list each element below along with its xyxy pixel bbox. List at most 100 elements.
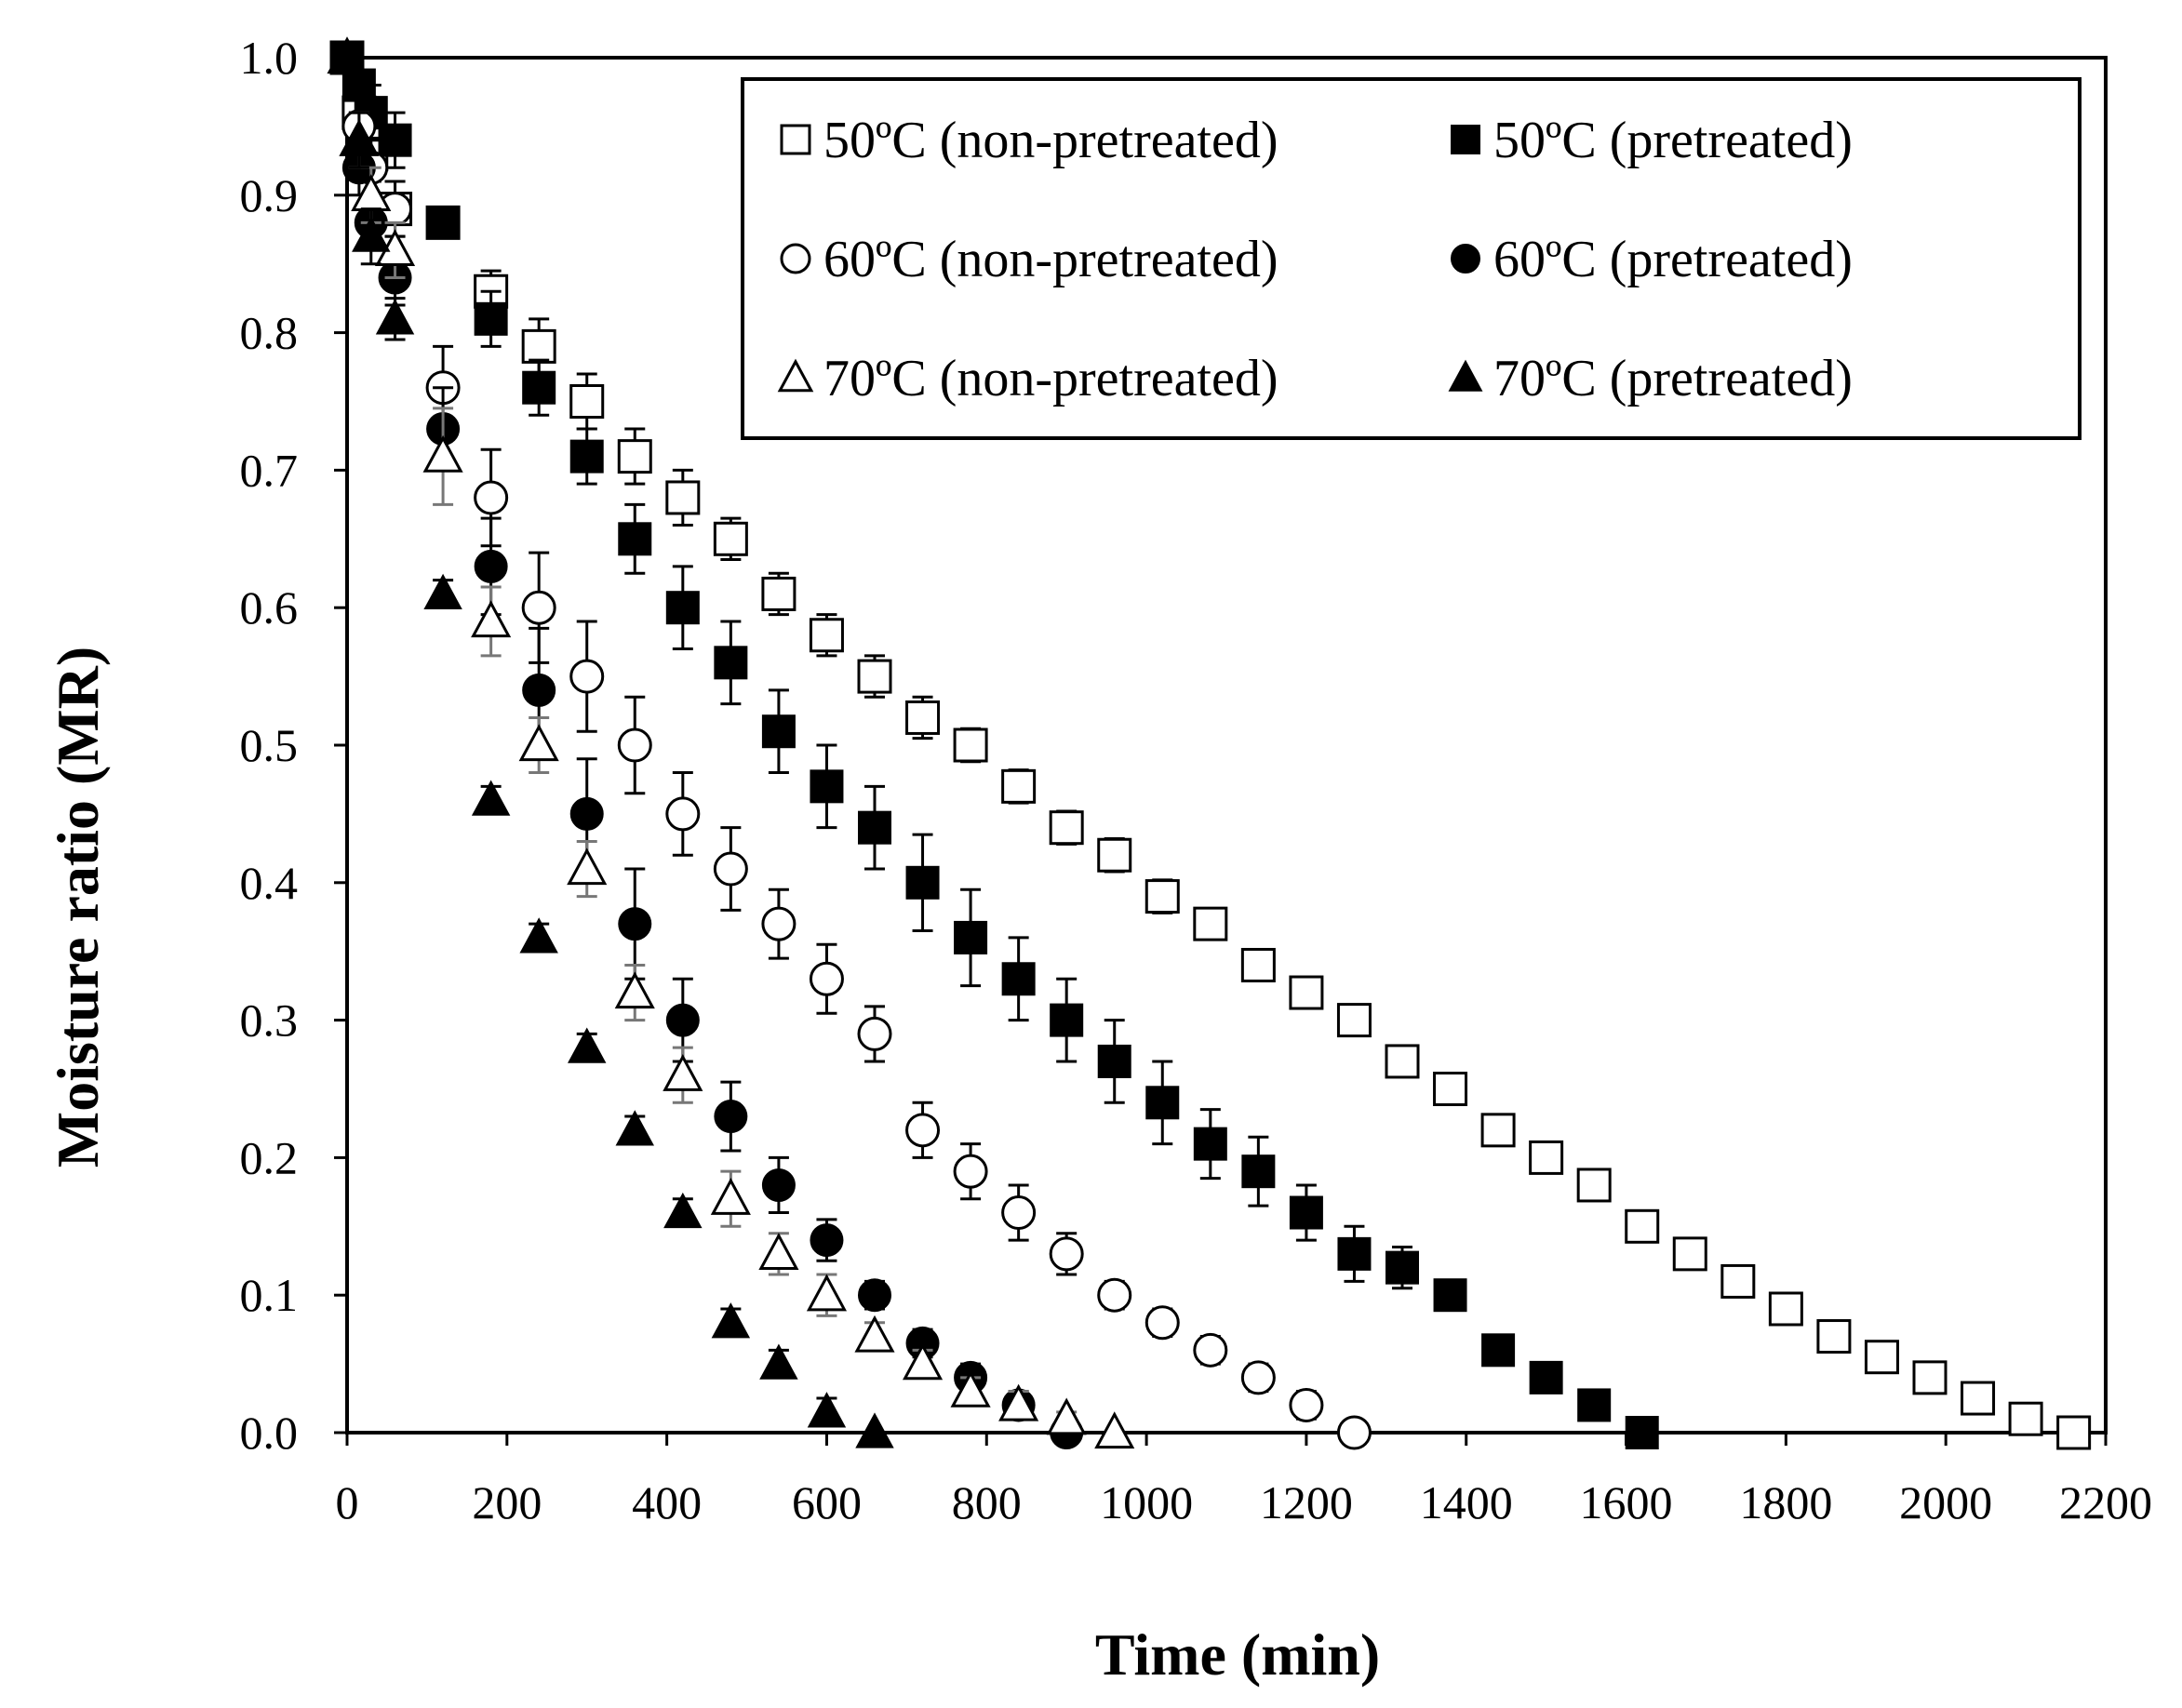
data-point: [759, 1343, 798, 1380]
data-point: [857, 1016, 892, 1051]
legend-marker: [1451, 125, 1480, 154]
data-point: [617, 727, 652, 763]
data-point: [1625, 1416, 1659, 1449]
legend-items: 50ºC (non-pretreated) 50ºC (pretreated) 60…: [777, 112, 1853, 407]
legend-item: 70ºC (non-pretreated): [777, 350, 1278, 407]
legend-marker: [780, 243, 811, 274]
y-tick-label: 0.9: [240, 169, 299, 221]
y-tick-label: 0.5: [240, 719, 299, 771]
data-point: [569, 439, 604, 474]
x-tick-label: 1400: [1420, 1476, 1513, 1528]
y-tick-label: 0.0: [240, 1407, 299, 1459]
data-point: [422, 434, 463, 473]
data-point: [1912, 1360, 1948, 1395]
data-point: [617, 439, 652, 474]
data-point: [1097, 1044, 1131, 1078]
data-point: [1336, 1003, 1372, 1038]
data-point: [423, 573, 462, 610]
data-point: [761, 714, 796, 749]
data-point: [522, 673, 556, 707]
data-point: [568, 1027, 607, 1063]
data-point: [665, 480, 701, 515]
data-point: [1289, 1387, 1324, 1422]
data-point: [569, 659, 605, 694]
y-tick-label: 0.2: [240, 1131, 299, 1183]
legend-item: 50ºC (non-pretreated): [780, 112, 1278, 169]
legend-item: 60ºC (non-pretreated): [780, 231, 1278, 288]
data-point: [471, 780, 511, 816]
data-point: [810, 1223, 844, 1258]
data-point: [953, 1154, 988, 1189]
data-point: [1337, 1236, 1372, 1271]
series-0: [329, 40, 2092, 1450]
data-point: [1577, 1388, 1612, 1422]
data-point: [518, 724, 559, 762]
y-axis: 0.0 0.1 0.2 0.3 0.4 0.5 0.6 0.7 0.8 0.9 1.0: [240, 32, 347, 1459]
data-point: [1001, 768, 1037, 804]
data-point: [1145, 1305, 1180, 1341]
data-point: [810, 769, 844, 804]
data-point: [426, 206, 461, 240]
y-axis-title: Moisture ratio (MR): [45, 647, 111, 1168]
data-point: [474, 549, 508, 583]
data-point: [905, 700, 941, 735]
data-point: [902, 1342, 944, 1381]
data-point: [1193, 1332, 1228, 1368]
data-point: [857, 659, 892, 694]
data-point: [471, 600, 512, 638]
x-tick-label: 0: [336, 1476, 359, 1528]
data-point: [758, 1233, 799, 1270]
legend-marker: [1448, 359, 1483, 392]
data-point: [858, 1278, 891, 1313]
legend-box: [741, 77, 2082, 440]
x-tick-label: 1600: [1580, 1476, 1673, 1528]
data-point: [618, 522, 652, 556]
data-point: [1193, 906, 1228, 941]
data-point: [1481, 1333, 1516, 1368]
data-point: [1145, 1086, 1180, 1120]
data-point: [522, 370, 556, 405]
data-point: [1241, 1154, 1276, 1189]
data-point: [474, 480, 509, 515]
data-point: [1049, 1236, 1084, 1272]
legend-label: 50ºC (non-pretreated): [823, 112, 1278, 169]
data-point: [905, 865, 940, 900]
legend-label: 60ºC (non-pretreated): [823, 231, 1278, 288]
data-point: [1529, 1140, 1564, 1175]
x-tick-label: 1200: [1260, 1476, 1353, 1528]
data-point: [1046, 1397, 1087, 1435]
y-tick-label: 0.3: [240, 994, 299, 1047]
data-point: [665, 796, 701, 832]
data-point: [2008, 1401, 2043, 1436]
data-point: [1576, 1168, 1612, 1203]
legend: 50ºC (non-pretreated) 50ºC (pretreated) 60…: [741, 77, 2082, 440]
data-point: [615, 1110, 654, 1146]
data-point: [1001, 1195, 1037, 1231]
data-point: [714, 1100, 748, 1134]
data-point: [1672, 1236, 1707, 1272]
legend-item: 70ºC (pretreated): [1448, 350, 1853, 407]
data-point: [953, 727, 988, 763]
data-point: [710, 1178, 751, 1215]
data-point: [1768, 1291, 1803, 1327]
y-tick-label: 0.6: [240, 581, 299, 634]
data-point: [665, 1003, 700, 1037]
data-point: [998, 1383, 1039, 1421]
data-point: [1336, 1415, 1372, 1450]
data-point: [569, 796, 604, 831]
series-layer: [327, 36, 2092, 1450]
x-tick-label: 1800: [1739, 1476, 1832, 1528]
data-point: [854, 1314, 895, 1353]
x-tick-label: 200: [472, 1476, 542, 1528]
data-point: [761, 1168, 796, 1202]
data-point: [2056, 1415, 2092, 1450]
data-point: [855, 1412, 894, 1448]
data-point: [806, 1274, 848, 1312]
data-point: [521, 590, 556, 625]
legend-label: 70ºC (non-pretreated): [823, 350, 1278, 407]
data-point: [1433, 1278, 1467, 1313]
data-point: [711, 1302, 751, 1339]
x-axis-title: Time (min): [1095, 1621, 1380, 1688]
data-point: [1049, 810, 1084, 846]
data-point: [1433, 1072, 1468, 1106]
